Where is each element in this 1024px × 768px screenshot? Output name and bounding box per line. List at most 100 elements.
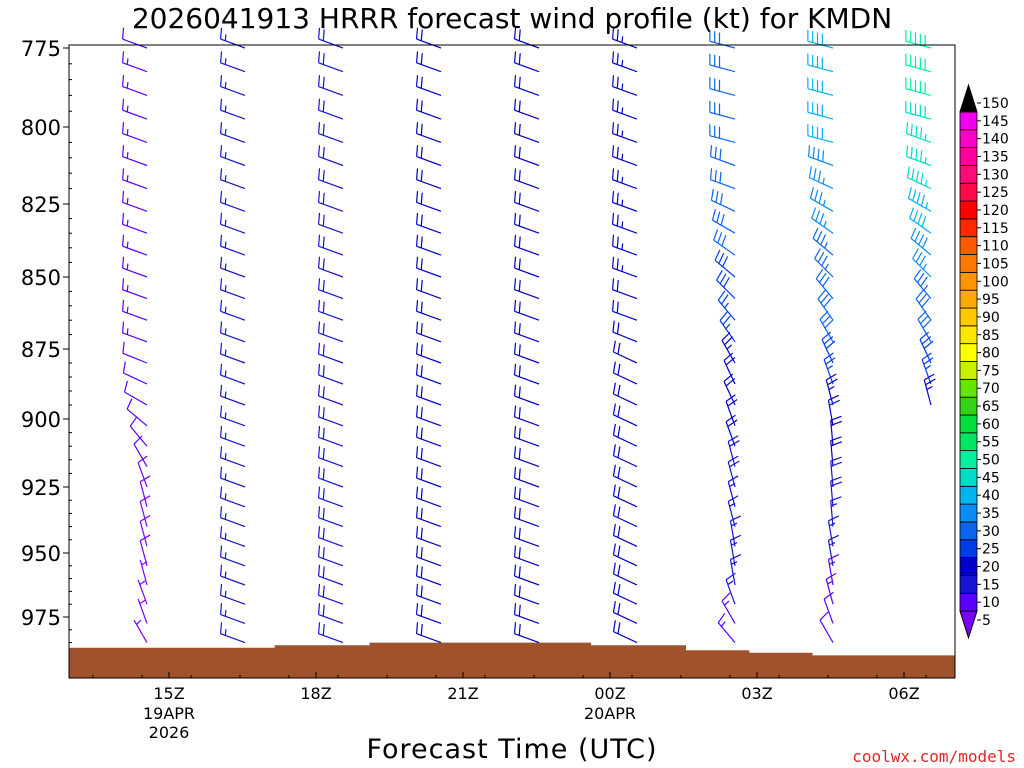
y-tick-label: 900 <box>21 408 61 432</box>
wind-barb <box>905 122 932 143</box>
wind-barb <box>729 515 742 547</box>
barb-half-flag <box>224 571 227 578</box>
barb-shaft <box>139 521 148 547</box>
barb-flag <box>420 323 423 335</box>
barb-flag <box>816 230 823 242</box>
barb-flag <box>611 190 615 203</box>
barb-half-flag <box>224 552 227 559</box>
barb-half-flag <box>224 197 227 205</box>
barb-shaft <box>514 477 540 488</box>
barb-flag <box>917 272 925 283</box>
wind-barb <box>317 75 344 96</box>
barb-flag <box>317 603 321 615</box>
y-tick-label: 950 <box>21 542 61 566</box>
barb-flag <box>814 189 819 201</box>
barb-flag <box>219 446 223 458</box>
barb-flag <box>727 419 738 427</box>
barb-shaft <box>318 109 344 120</box>
wind-barb <box>317 545 344 567</box>
barb-flag <box>919 331 930 340</box>
barb-flag <box>612 543 616 555</box>
barb-flag <box>719 171 722 184</box>
colorbar-label: 45 <box>982 470 1000 486</box>
barb-flag <box>518 192 521 205</box>
barb-shaft <box>612 331 638 343</box>
barb-flag <box>322 146 325 159</box>
barb-flag <box>219 545 223 557</box>
barb-flag <box>126 398 133 410</box>
colorbar-label: 120 <box>982 203 1009 219</box>
barb-shaft <box>514 517 540 528</box>
barb-half-flag <box>824 263 829 270</box>
wind-barb <box>415 190 442 212</box>
barb-flag <box>219 526 223 538</box>
barb-shaft <box>830 440 834 467</box>
barb-shaft <box>416 179 442 190</box>
barb-flag <box>725 572 736 581</box>
barb-shaft <box>727 481 736 507</box>
barb-shaft <box>613 475 638 488</box>
barb-flag <box>923 357 934 365</box>
barb-half-flag <box>925 202 929 209</box>
barb-flag <box>721 234 727 247</box>
wind-barb <box>415 622 442 644</box>
x-tick-label: 00Z <box>594 684 625 703</box>
barb-shaft <box>220 517 246 528</box>
barb-flag <box>121 51 125 63</box>
barb-flag <box>513 564 517 577</box>
barb-shaft <box>514 156 540 167</box>
wind-barb <box>317 321 344 343</box>
barb-flag <box>317 51 321 63</box>
barb-flag <box>820 293 829 304</box>
barb-flag <box>518 547 521 559</box>
wind-barb <box>827 534 840 566</box>
wind-barb <box>825 373 838 406</box>
barb-shaft <box>514 109 540 120</box>
barb-flag <box>219 145 223 157</box>
wind-barb <box>415 405 442 427</box>
barb-shaft <box>514 223 540 234</box>
barb-half-flag <box>224 493 227 500</box>
barb-flag <box>518 365 521 377</box>
barb-shaft <box>220 201 246 212</box>
barb-flag <box>915 289 924 300</box>
barb-shaft <box>514 633 540 644</box>
barb-flag <box>518 100 521 112</box>
barb-flag <box>513 122 517 134</box>
barb-shaft <box>612 179 638 190</box>
barb-flag <box>518 214 521 227</box>
barb-flag <box>918 293 927 304</box>
barb-flag <box>420 624 423 636</box>
barb-shaft <box>416 289 442 300</box>
barb-flag <box>617 583 621 596</box>
barb-shaft <box>220 179 246 190</box>
barb-flag <box>322 566 325 578</box>
barb-shaft <box>825 578 834 605</box>
barb-flag <box>322 123 325 136</box>
wind-barb <box>129 416 148 447</box>
barb-flag <box>420 468 423 480</box>
barb-shaft <box>416 436 442 447</box>
barb-half-flag <box>126 328 129 335</box>
barb-flag <box>415 321 419 333</box>
colorbar-swatch <box>959 592 978 612</box>
barb-flag <box>717 232 723 244</box>
barb-shaft <box>807 64 834 73</box>
barb-flag <box>616 236 619 248</box>
barb-flag <box>616 76 619 89</box>
barb-flag <box>219 564 223 577</box>
barb-flag <box>513 342 517 355</box>
barb-shaft <box>905 111 932 120</box>
barb-shaft <box>729 540 736 566</box>
barb-flag <box>913 210 919 222</box>
barb-flag <box>139 475 151 483</box>
barb-shaft <box>318 310 344 321</box>
barb-flag <box>317 321 321 333</box>
barb-flag <box>907 187 912 199</box>
wind-barb <box>317 299 344 321</box>
barb-shaft <box>912 258 932 278</box>
wind-barb <box>727 455 740 488</box>
barb-flag <box>322 323 325 335</box>
barb-shaft <box>725 579 736 605</box>
barb-flag <box>322 258 325 270</box>
